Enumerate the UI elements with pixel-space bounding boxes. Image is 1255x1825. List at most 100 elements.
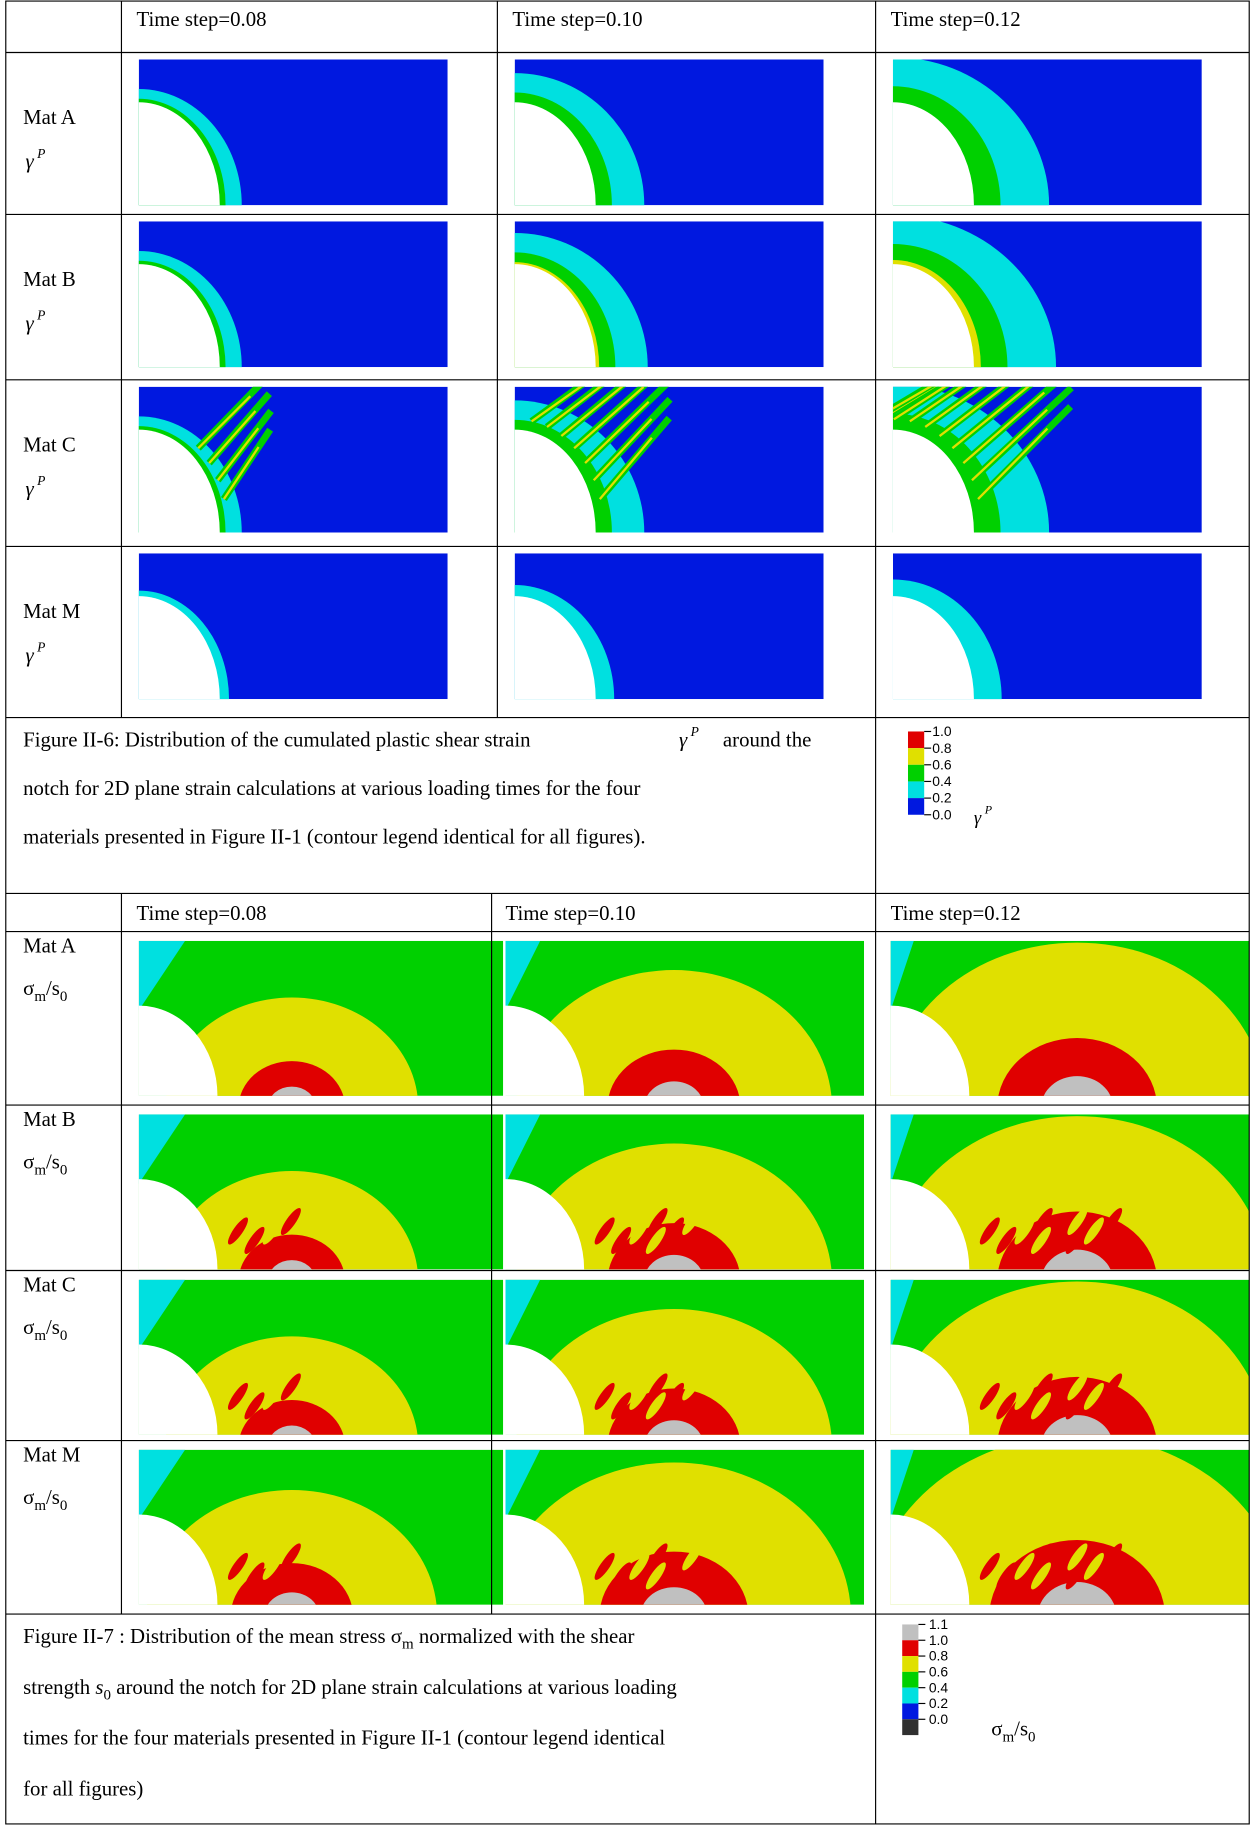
localized-band	[1102, 1373, 1123, 1401]
row-label: Mat B	[23, 267, 76, 291]
caption-line: around the	[723, 728, 811, 752]
localized-band	[594, 1217, 615, 1245]
text-segment: /s	[46, 1315, 60, 1339]
localized-band	[629, 1552, 650, 1580]
localized-band	[262, 1552, 283, 1580]
notch	[892, 429, 974, 533]
shear-band-core	[546, 386, 603, 428]
notch	[890, 1344, 970, 1435]
legend-swatch	[907, 781, 925, 799]
symbol: γ	[25, 149, 34, 173]
notch	[138, 1344, 218, 1435]
text-segment: for all figures)	[23, 1777, 143, 1801]
localized-band	[979, 1217, 1000, 1245]
notch	[890, 1005, 970, 1096]
shear-band-core	[951, 386, 1030, 450]
text-segment: /s	[1014, 1716, 1028, 1740]
notch	[514, 596, 596, 700]
localized-band	[682, 1207, 703, 1235]
localized-band	[1065, 1226, 1086, 1254]
localized-band	[1030, 1226, 1052, 1254]
notch	[505, 1005, 585, 1096]
legend-swatch	[902, 1671, 919, 1688]
contour-band	[608, 1049, 740, 1096]
legend-swatch	[907, 798, 925, 815]
contour-plot	[514, 59, 824, 206]
notch	[505, 1514, 585, 1605]
contour-band	[890, 940, 914, 1011]
localized-band	[227, 1552, 249, 1580]
contour-band	[240, 1061, 344, 1096]
row-label: Mat C	[23, 1272, 76, 1296]
localized-band	[996, 1562, 1017, 1590]
notch	[138, 1179, 218, 1270]
table-borders	[5, 0, 1250, 1825]
contour-band	[138, 1279, 186, 1350]
contour-band	[998, 1038, 1156, 1096]
contour-plot	[138, 386, 448, 533]
localized-band	[647, 1543, 668, 1571]
contour-band	[890, 1449, 914, 1520]
notch	[138, 102, 220, 206]
notch	[892, 264, 974, 368]
localized-band	[629, 1217, 650, 1245]
shear-band-core	[893, 386, 947, 421]
notch	[890, 1514, 970, 1605]
row-label: Mat A	[23, 105, 76, 129]
legend-label: 0.0	[929, 1711, 949, 1727]
row-label: Mat C	[23, 433, 76, 457]
notch	[138, 596, 220, 700]
column-header: Time step=0.10	[512, 7, 642, 31]
caption-line: Figure II-7 : Distribution of the mean s…	[23, 1624, 634, 1653]
texts: Time step=0.08 Time step=0.10 Time step=0.…	[23, 7, 1035, 1801]
localized-band	[682, 1373, 703, 1401]
contour-band	[647, 1254, 701, 1270]
shear-band-core	[222, 446, 260, 500]
shear-band-core	[909, 386, 963, 423]
legend-label: 0.8	[932, 740, 952, 756]
contour-plot	[890, 940, 1250, 1096]
text-segment: times for the four materials presented i…	[23, 1726, 665, 1750]
contour-band	[271, 1425, 312, 1435]
symbol: γ	[25, 643, 34, 667]
contour-plot	[890, 1279, 1250, 1435]
legend-swatch	[902, 1624, 919, 1641]
contour-band	[1039, 1581, 1115, 1605]
notch	[892, 596, 974, 700]
notch	[138, 264, 220, 368]
legend-swatch	[902, 1719, 919, 1736]
localized-band	[1083, 1382, 1104, 1410]
contour-plot	[505, 1114, 865, 1270]
legend-label: 0.6	[929, 1663, 949, 1679]
legend-label: 0.0	[932, 806, 952, 822]
contour-plot	[892, 386, 1202, 533]
contour-plot	[890, 1449, 1250, 1605]
notch	[505, 1179, 585, 1270]
row-label: Mat M	[23, 1442, 80, 1466]
superscript: P	[36, 473, 45, 488]
legend-label: 1.1	[929, 1616, 949, 1632]
contour-band	[271, 1260, 312, 1270]
text-segment: around the notch for 2D plane strain cal…	[111, 1675, 677, 1699]
subscript: m	[34, 1328, 46, 1344]
column-header: Time step=0.08	[136, 901, 266, 925]
contour-plot	[138, 1114, 504, 1270]
shear-band-core	[892, 386, 933, 410]
shear-band-core	[197, 395, 252, 450]
contour-band	[232, 1563, 352, 1605]
contour-band	[147, 1490, 437, 1605]
contour-band	[138, 940, 186, 1011]
caption-line: strength s0 around the notch for 2D plan…	[23, 1675, 677, 1704]
text-segment: σ	[991, 1716, 1002, 1740]
localized-band	[645, 1392, 666, 1420]
legend-swatch	[907, 731, 925, 749]
contour-plot	[890, 1114, 1250, 1270]
localized-band	[996, 1226, 1017, 1254]
subscript: 0	[60, 1162, 68, 1178]
subscript: m	[1003, 1729, 1015, 1745]
subscript: 0	[60, 989, 68, 1005]
subscript: 0	[60, 1328, 68, 1344]
localized-band	[227, 1382, 249, 1410]
